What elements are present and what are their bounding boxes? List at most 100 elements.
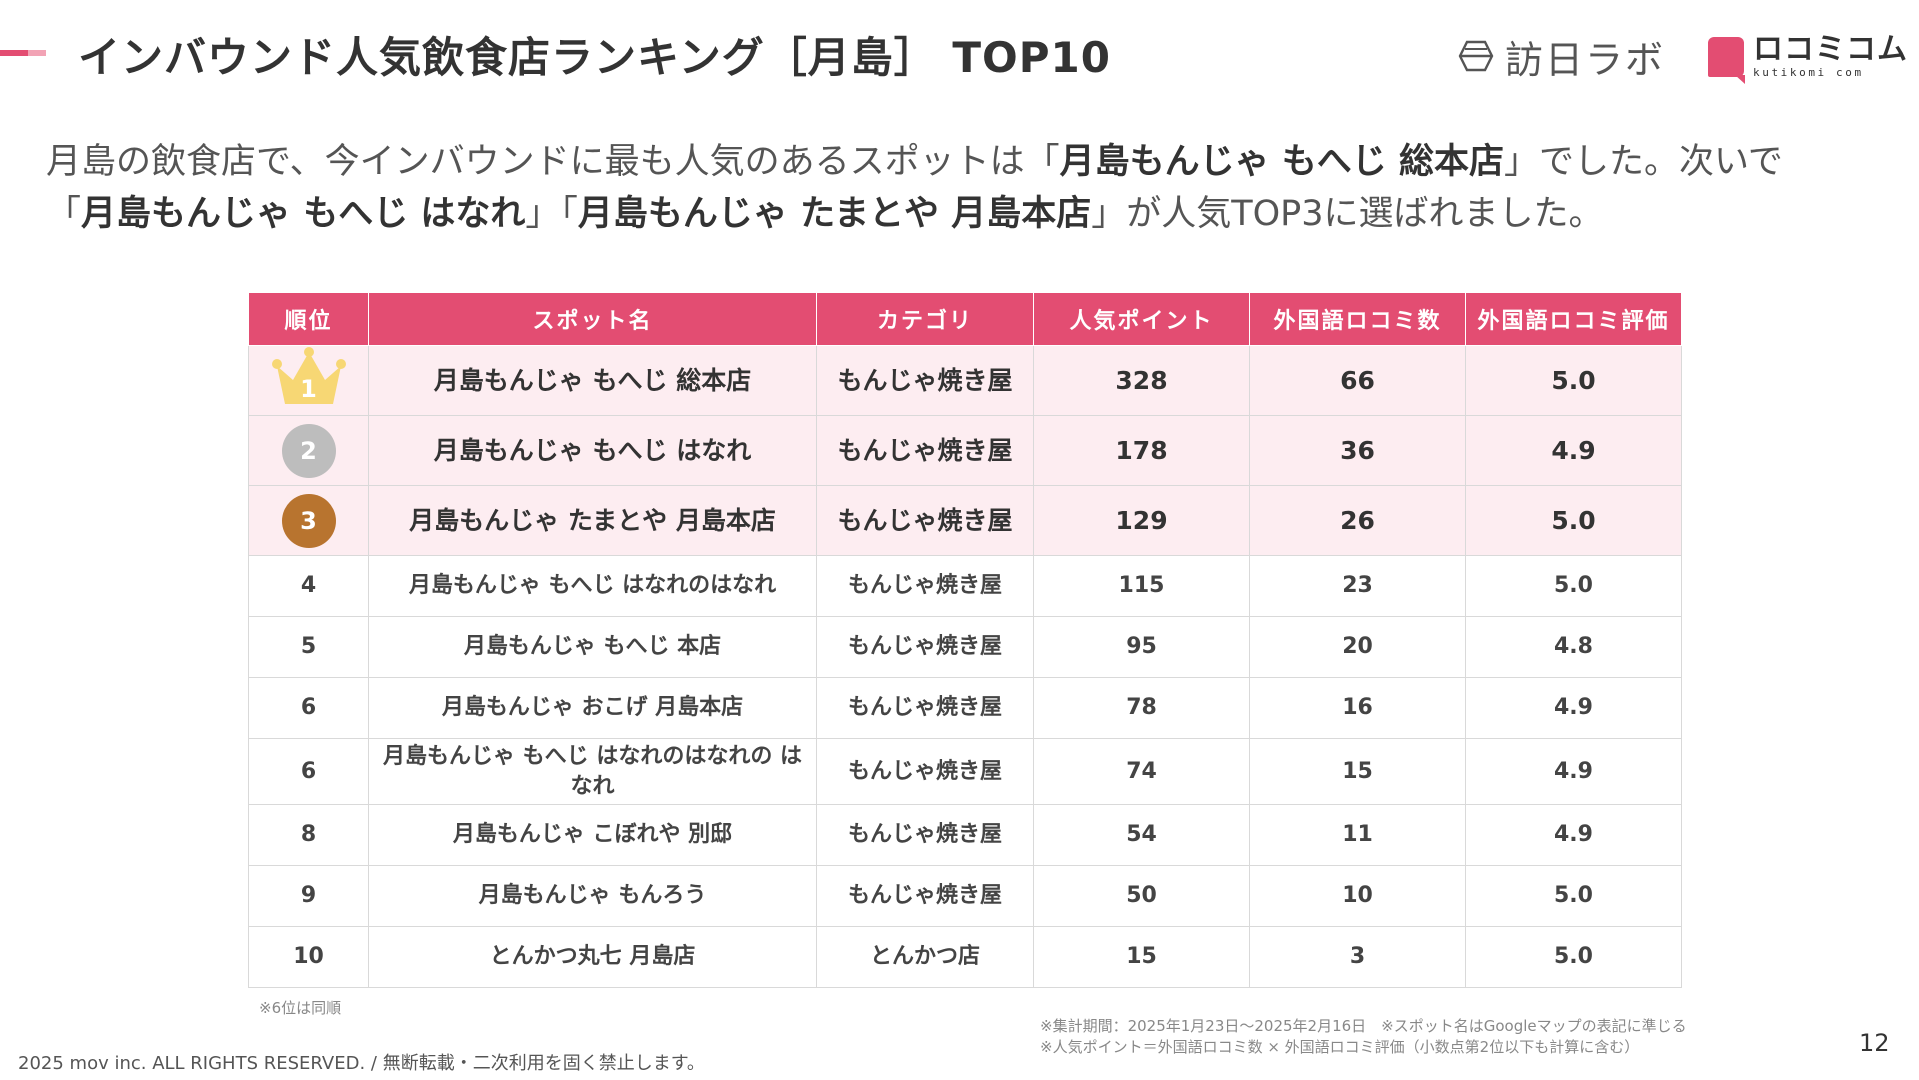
- header-review-rating: 外国語ロコミ評価: [1465, 292, 1682, 346]
- lead-text: 月島の飲食店で、今インバウンドに最も人気のあるスポットは「: [46, 142, 1060, 182]
- category-cell: とんかつ店: [816, 926, 1034, 988]
- spot-name-cell: 月島もんじゃ もへじ はなれのはなれ: [368, 555, 817, 617]
- lead-text: 」「: [525, 194, 578, 234]
- rating-cell: 5.0: [1465, 345, 1682, 416]
- kuchikomi-logo-en: kutikomi com: [1753, 66, 1864, 79]
- points-cell: 115: [1033, 555, 1250, 617]
- review-count-cell: 36: [1249, 415, 1466, 486]
- tie-note: ※6位は同順: [259, 999, 342, 1017]
- page-title: インバウンド人気飲食店ランキング［月島］ TOP10: [78, 33, 1111, 82]
- footnote-formula: ※人気ポイント＝外国語ロコミ数 × 外国語ロコミ評価（小数点第2位以下も計算に含…: [1040, 1038, 1640, 1056]
- rank-cell: 2: [248, 415, 369, 486]
- category-cell: もんじゃ焼き屋: [816, 555, 1034, 617]
- houjin-logo-icon: [1458, 40, 1494, 72]
- kuchikomi-logo-jp: ロコミコム: [1753, 32, 1908, 67]
- gold-crown-icon: 1: [269, 346, 349, 408]
- points-cell: 78: [1033, 677, 1250, 739]
- points-cell: 178: [1033, 415, 1250, 486]
- points-cell: 95: [1033, 616, 1250, 678]
- lead-text: 」が人気TOP3に選ばれました。: [1091, 194, 1604, 234]
- table-row: 2 月島もんじゃ もへじ はなれ もんじゃ焼き屋 178 36 4.9: [248, 415, 1682, 486]
- houjin-labo-logo: 訪日ラボ: [1457, 34, 1665, 82]
- spot-name-cell: 月島もんじゃ おこげ 月島本店: [368, 677, 817, 739]
- table-row: 10 とんかつ丸七 月島店 とんかつ店 15 3 5.0: [248, 926, 1682, 988]
- header-points: 人気ポイント: [1033, 292, 1250, 346]
- rank-cell: 10: [248, 926, 369, 988]
- table-row: 6 月島もんじゃ もへじ はなれのはなれの はなれ もんじゃ焼き屋 74 15 …: [248, 738, 1682, 805]
- table-row: 3 月島もんじゃ たまとや 月島本店 もんじゃ焼き屋 129 26 5.0: [248, 485, 1682, 556]
- spot-name-cell: 月島もんじゃ もへじ 総本店: [368, 345, 817, 416]
- review-count-cell: 26: [1249, 485, 1466, 556]
- spot-name-cell: 月島もんじゃ たまとや 月島本店: [368, 485, 817, 556]
- rank-cell: 6: [248, 738, 369, 805]
- kuchikomi-com-logo: ロコミコム kutikomi com: [1708, 32, 1908, 84]
- review-count-cell: 16: [1249, 677, 1466, 739]
- rating-cell: 5.0: [1465, 865, 1682, 927]
- points-cell: 129: [1033, 485, 1250, 556]
- review-count-cell: 11: [1249, 804, 1466, 866]
- lead-text: 「: [46, 194, 82, 234]
- category-cell: もんじゃ焼き屋: [816, 677, 1034, 739]
- points-cell: 15: [1033, 926, 1250, 988]
- rank-cell: 6: [248, 677, 369, 739]
- rank-cell: 4: [248, 555, 369, 617]
- title-accent-bar: [0, 50, 46, 56]
- table-row: 8 月島もんじゃ こぼれや 別邸 もんじゃ焼き屋 54 11 4.9: [248, 804, 1682, 866]
- points-cell: 328: [1033, 345, 1250, 416]
- silver-medal-icon: 2: [281, 423, 336, 478]
- review-count-cell: 20: [1249, 616, 1466, 678]
- table-row: 1 月島もんじゃ もへじ 総本店 もんじゃ焼き屋 328 66 5.0: [248, 345, 1682, 416]
- table-row: 6 月島もんじゃ おこげ 月島本店 もんじゃ焼き屋 78 16 4.9: [248, 677, 1682, 739]
- category-cell: もんじゃ焼き屋: [816, 616, 1034, 678]
- review-count-cell: 66: [1249, 345, 1466, 416]
- spot-name-cell: とんかつ丸七 月島店: [368, 926, 817, 988]
- rating-cell: 4.9: [1465, 677, 1682, 739]
- header-review-count: 外国語ロコミ数: [1249, 292, 1466, 346]
- rank-cell: 3: [248, 485, 369, 556]
- houjin-logo-text: 訪日ラボ: [1505, 37, 1666, 82]
- lead-highlight-second: 月島もんじゃ もへじ はなれ: [81, 194, 526, 234]
- bronze-medal-icon: 3: [281, 493, 336, 548]
- lead-text: 」でした。次いで: [1503, 142, 1783, 182]
- rating-cell: 4.8: [1465, 616, 1682, 678]
- footnotes: ※集計期間：2025年1月23日〜2025年2月16日 ※スポット名はGoogl…: [1040, 1016, 1687, 1058]
- spot-name-cell: 月島もんじゃ こぼれや 別邸: [368, 804, 817, 866]
- rating-cell: 5.0: [1465, 926, 1682, 988]
- lead-highlight-third: 月島もんじゃ たまとや 月島本店: [577, 194, 1092, 234]
- copyright: 2025 mov inc. ALL RIGHTS RESERVED. / 無断転…: [18, 1053, 705, 1074]
- lead-line-1: 月島の飲食店で、今インバウンドに最も人気のあるスポットは「月島もんじゃ もへじ …: [46, 136, 1916, 188]
- header-rank: 順位: [248, 292, 369, 346]
- lead-paragraph: 月島の飲食店で、今インバウンドに最も人気のあるスポットは「月島もんじゃ もへじ …: [46, 136, 1916, 240]
- review-count-cell: 15: [1249, 738, 1466, 805]
- speech-bubble-icon: [1708, 37, 1745, 84]
- rating-cell: 4.9: [1465, 738, 1682, 805]
- review-count-cell: 3: [1249, 926, 1466, 988]
- lead-highlight-first: 月島もんじゃ もへじ 総本店: [1059, 142, 1504, 182]
- header-spot-name: スポット名: [368, 292, 817, 346]
- review-count-cell: 10: [1249, 865, 1466, 927]
- category-cell: もんじゃ焼き屋: [816, 345, 1034, 416]
- points-cell: 54: [1033, 804, 1250, 866]
- points-cell: 74: [1033, 738, 1250, 805]
- points-cell: 50: [1033, 865, 1250, 927]
- category-cell: もんじゃ焼き屋: [816, 804, 1034, 866]
- spot-name-cell: 月島もんじゃ もへじ 本店: [368, 616, 817, 678]
- table-row: 4 月島もんじゃ もへじ はなれのはなれ もんじゃ焼き屋 115 23 5.0: [248, 555, 1682, 617]
- category-cell: もんじゃ焼き屋: [816, 415, 1034, 486]
- rating-cell: 4.9: [1465, 415, 1682, 486]
- category-cell: もんじゃ焼き屋: [816, 738, 1034, 805]
- review-count-cell: 23: [1249, 555, 1466, 617]
- spot-name-cell: 月島もんじゃ もへじ はなれのはなれの はなれ: [368, 738, 817, 805]
- table-row: 9 月島もんじゃ もんろう もんじゃ焼き屋 50 10 5.0: [248, 865, 1682, 927]
- rating-cell: 5.0: [1465, 555, 1682, 617]
- spot-name-cell: 月島もんじゃ もんろう: [368, 865, 817, 927]
- footnote-period: ※集計期間：2025年1月23日〜2025年2月16日 ※スポット名はGoogl…: [1040, 1017, 1687, 1035]
- header-category: カテゴリ: [816, 292, 1034, 346]
- table-header-row: 順位 スポット名 カテゴリ 人気ポイント 外国語ロコミ数 外国語ロコミ評価: [248, 292, 1682, 346]
- category-cell: もんじゃ焼き屋: [816, 865, 1034, 927]
- rank-cell: 5: [248, 616, 369, 678]
- rating-cell: 4.9: [1465, 804, 1682, 866]
- rank-number: 1: [300, 375, 317, 403]
- category-cell: もんじゃ焼き屋: [816, 485, 1034, 556]
- rank-cell: 9: [248, 865, 369, 927]
